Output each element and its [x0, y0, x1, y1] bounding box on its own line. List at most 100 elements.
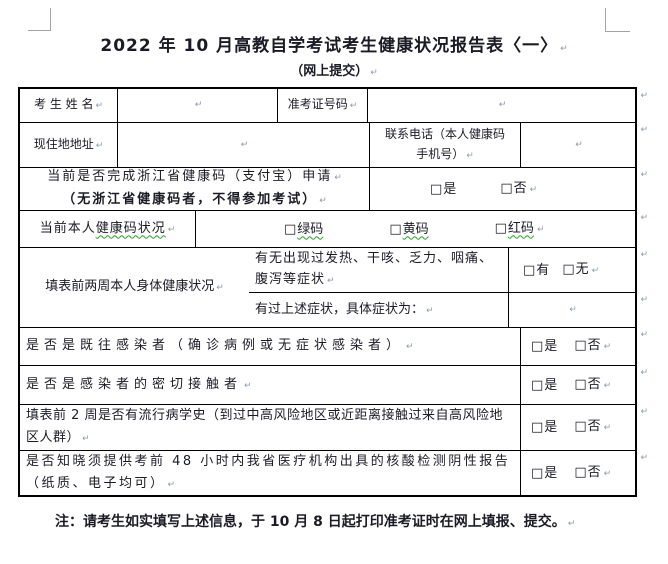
- symptom-options: □ 有 □ 无 ↵: [508, 248, 635, 292]
- checkbox-yellow-code[interactable]: □ 黄码: [389, 219, 428, 240]
- paragraph-mark-icon: ↵: [603, 342, 612, 352]
- checkbox-icon: □: [531, 420, 544, 435]
- checkbox-close-contact-no[interactable]: □ 否 ↵: [574, 374, 611, 397]
- checkbox-icon: □: [494, 220, 507, 236]
- checkbox-icon: □: [574, 338, 587, 353]
- paragraph-mark-icon: ↵: [167, 479, 176, 490]
- document-subtitle: （网上提交） ↵: [0, 60, 668, 79]
- footer-note-text: 注：请考生如实填写上述信息，于 10 月 8 日起打印准考证时在网上填报、提交。: [55, 514, 566, 530]
- margin-corner-mark-top-left: [28, 8, 51, 31]
- row-end-mark-icon: ↵: [640, 295, 648, 305]
- checkbox-close-contact-yes[interactable]: □ 是: [531, 375, 557, 396]
- paragraph-mark-icon: ↵: [95, 101, 103, 111]
- row-end-mark-icon: ↵: [640, 170, 648, 180]
- checkbox-yellow-code-label: 黄码: [402, 221, 429, 237]
- close-contact-options: □ 是 □ 否 ↵: [520, 366, 635, 404]
- checkbox-icon: □: [284, 221, 297, 237]
- previous-infection-question: 是否是既往感染者（确诊病例或无症状感染者） ↵: [20, 328, 520, 365]
- checkbox-icon: □: [574, 376, 587, 392]
- candidate-name-input-cell[interactable]: ↵: [117, 89, 277, 122]
- checkbox-symptom-no[interactable]: □ 无 ↵: [562, 259, 599, 282]
- checkbox-nucleic-acid-yes-label: 是: [544, 465, 558, 481]
- checkbox-symptom-no-label: 无: [575, 261, 589, 277]
- address-input-cell[interactable]: ↵: [117, 123, 369, 167]
- checkbox-nucleic-acid-no[interactable]: □ 否 ↵: [574, 462, 611, 485]
- checkbox-green-code-label: 绿码: [297, 221, 324, 237]
- healthcode-status-label-wavy: 健康码状况: [95, 220, 166, 236]
- paragraph-mark-icon: ↵: [334, 173, 342, 183]
- paragraph-mark-icon: ↵: [82, 434, 90, 444]
- phone-input-cell[interactable]: ↵: [520, 123, 635, 167]
- paragraph-mark-icon: ↵: [603, 468, 612, 479]
- epidemiology-history-question: 填表前 2 周是否有流行病学史（到过中高风险地区或近距离接触过来自高风险地区人群…: [20, 405, 520, 450]
- paragraph-mark-icon: ↵: [603, 423, 612, 433]
- checkbox-red-code-label: 红码: [507, 220, 534, 236]
- checkbox-close-contact-no-label: 否: [587, 376, 601, 392]
- row-end-mark-icon: ↵: [640, 330, 648, 340]
- checkbox-red-code[interactable]: □ 红码 ↵: [495, 218, 545, 241]
- paragraph-mark-icon: ↵: [567, 519, 576, 529]
- checkbox-previous-infection-yes[interactable]: □ 是: [531, 336, 557, 357]
- checkbox-icon: □: [531, 465, 544, 481]
- table-row-healthcode-status: 当前本人健康码状况 ↵ □ 绿码 □ 黄码 □ 红码 ↵ ↵: [20, 210, 648, 247]
- checkbox-icon: □: [574, 419, 587, 434]
- checkbox-previous-infection-yes-label: 是: [544, 339, 558, 354]
- paragraph-mark-icon: ↵: [569, 304, 577, 315]
- checkbox-previous-infection-no[interactable]: □ 否 ↵: [574, 335, 611, 358]
- checkbox-close-contact-yes-label: 是: [544, 377, 558, 393]
- paragraph-mark-icon: ↵: [327, 276, 335, 286]
- paragraph-mark-icon: ↵: [560, 44, 568, 54]
- healthcode-status-label: 当前本人健康码状况 ↵: [20, 211, 195, 247]
- two-week-health-label: 填表前两周本人身体健康状况 ↵: [20, 248, 249, 327]
- symptom-detail-label: 有过上述症状，具体症状为： ↵: [249, 293, 508, 327]
- document-title-text: 2022 年 10 月高教自学考试考生健康状况报告表〈一〉: [100, 36, 559, 56]
- row-end-mark-icon: ↵: [640, 250, 648, 260]
- paragraph-mark-icon: ↵: [466, 151, 474, 161]
- checkbox-epidemiology-no[interactable]: □ 否 ↵: [574, 416, 611, 439]
- checkbox-application-no-label: 否: [513, 180, 527, 196]
- symptom-question-text: 有无出现过发热、干咳、乏力、咽痛、腹泻等症状: [255, 251, 494, 287]
- healthcode-application-question: 当前是否完成浙江省健康码（支付宝）申请 ↵ （无浙江省健康码者，不得参加考试） ↵: [20, 168, 369, 210]
- checkbox-epidemiology-yes-label: 是: [544, 420, 558, 435]
- checkbox-symptom-yes[interactable]: □ 有: [523, 260, 549, 281]
- paragraph-mark-icon: ↵: [498, 100, 507, 110]
- close-contact-question-text: 是否是感染者的密切接触者: [26, 376, 243, 392]
- checkbox-green-code[interactable]: □ 绿码: [284, 219, 323, 240]
- ticket-number-label: 准考证号码 ↵: [277, 89, 367, 122]
- table-row-name-ticket: 考 生 姓 名 ↵ ↵ 准考证号码 ↵ ↵ ↵: [20, 89, 648, 122]
- row-end-mark-icon: ↵: [640, 125, 648, 135]
- paragraph-mark-icon: ↵: [194, 100, 203, 110]
- paragraph-mark-icon: ↵: [406, 342, 414, 352]
- paragraph-mark-icon: ↵: [240, 139, 249, 150]
- table-row-close-contact: 是否是感染者的密切接触者 ↵ □ 是 □ 否 ↵ ↵: [20, 365, 648, 404]
- table-row-address-phone: 现住地地址 ↵ ↵ 联系电话（本人健康码 手机号） ↵ ↵ ↵: [20, 122, 648, 167]
- checkbox-application-no[interactable]: □ 否 ↵: [500, 178, 537, 201]
- paragraph-mark-icon: ↵: [603, 380, 612, 391]
- checkbox-icon: □: [531, 377, 544, 393]
- symptom-detail-input-cell[interactable]: ↵: [508, 293, 635, 327]
- checkbox-nucleic-acid-yes[interactable]: □ 是: [531, 463, 557, 484]
- row-end-mark-icon: ↵: [640, 91, 648, 101]
- address-label: 现住地地址 ↵: [20, 123, 117, 167]
- close-contact-question: 是否是感染者的密切接触者 ↵: [20, 366, 520, 404]
- paragraph-mark-icon: ↵: [370, 68, 378, 78]
- paragraph-mark-icon: ↵: [244, 380, 252, 391]
- symptom-question-subrow: 有无出现过发热、干咳、乏力、咽痛、腹泻等症状 ↵ □ 有 □ 无 ↵ ↵: [249, 248, 648, 292]
- checkbox-application-yes[interactable]: □ 是: [430, 179, 456, 200]
- document-title: 2022 年 10 月高教自学考试考生健康状况报告表〈一〉 ↵: [0, 31, 668, 56]
- nucleic-acid-question-text: 是否知晓须提供考前 48 小时内我省医疗机构出具的核酸检测阴性报告（纸质、电子均…: [26, 453, 511, 491]
- paragraph-mark-icon: ↵: [216, 283, 224, 293]
- paragraph-mark-icon: ↵: [591, 265, 600, 276]
- health-report-table: 考 生 姓 名 ↵ ↵ 准考证号码 ↵ ↵ ↵ 现住地地址 ↵ ↵ 联系电话（本人健康…: [18, 87, 648, 497]
- checkbox-icon: □: [500, 180, 513, 196]
- ticket-number-input-cell[interactable]: ↵: [367, 89, 635, 122]
- epidemiology-history-options: □ 是 □ 否 ↵: [520, 405, 635, 450]
- checkbox-previous-infection-no-label: 否: [587, 338, 601, 353]
- row-end-mark-icon: ↵: [640, 368, 648, 378]
- document-subtitle-text: （网上提交）: [290, 64, 369, 79]
- checkbox-icon: □: [389, 221, 402, 237]
- footer-note: 注：请考生如实填写上述信息，于 10 月 8 日起打印准考证时在网上填报、提交。…: [55, 511, 575, 531]
- healthcode-application-question-line1: 当前是否完成浙江省健康码（支付宝）申请: [47, 169, 333, 184]
- checkbox-epidemiology-yes[interactable]: □ 是: [531, 417, 557, 438]
